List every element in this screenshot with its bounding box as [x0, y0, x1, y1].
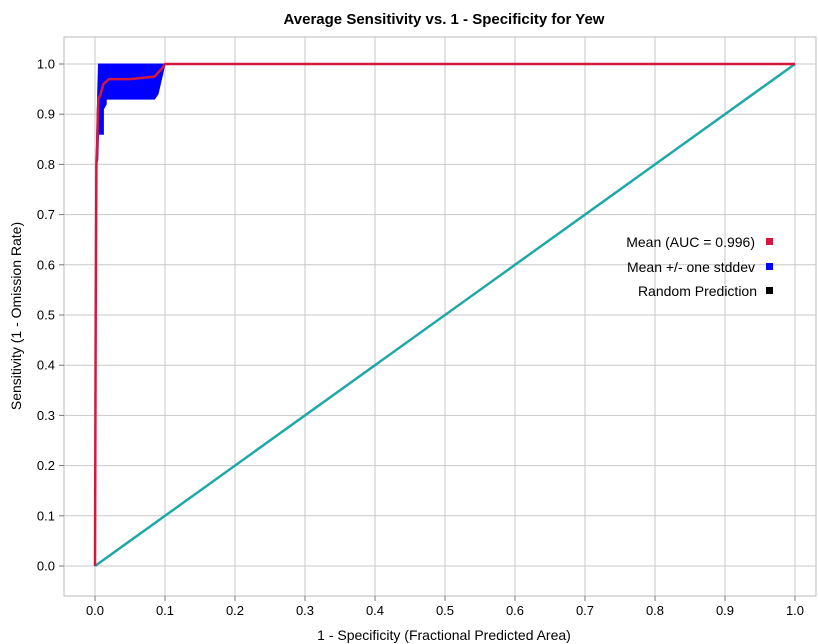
x-tick-label: 0.7 [576, 603, 594, 618]
plot-area [63, 36, 817, 597]
y-tick-label: 0.3 [37, 408, 55, 423]
legend-label: Random Prediction [638, 283, 757, 299]
y-tick-label: 0.4 [37, 358, 55, 373]
y-tick-label: 1.0 [37, 57, 55, 72]
legend-label: Mean (AUC = 0.996) [626, 234, 755, 250]
series-layer [93, 62, 796, 568]
x-tick-label: 0.6 [506, 603, 524, 618]
y-tick-label: 0.7 [37, 207, 55, 222]
x-tick-label: 0.1 [156, 603, 174, 618]
legend: Mean (AUC = 0.996) Mean +/- one stddev Ran… [626, 234, 773, 299]
x-tick-label: 0.0 [86, 603, 104, 618]
x-tick-label: 0.8 [646, 603, 664, 618]
x-axis-ticks: 0.0 0.1 0.2 0.3 0.4 0.5 0.6 0.7 0.8 0.9 1.0 [86, 596, 804, 618]
y-axis-ticks: 0.0 0.1 0.2 0.3 0.4 0.5 0.6 0.7 0.8 0.9 1.0 [37, 57, 64, 574]
chart-title: Average Sensitivity vs. 1 - Specificity … [284, 11, 605, 28]
y-tick-label: 0.8 [37, 157, 55, 172]
legend-swatch [766, 263, 773, 270]
y-tick-label: 0.2 [37, 458, 55, 473]
legend-swatch [766, 238, 773, 245]
x-tick-label: 0.3 [296, 603, 314, 618]
y-tick-label: 0.0 [37, 559, 55, 574]
mean-roc-line [93, 62, 795, 567]
y-tick-label: 0.6 [37, 257, 55, 272]
legend-label: Mean +/- one stddev [627, 259, 755, 275]
x-axis-label: 1 - Specificity (Fractional Predicted Ar… [317, 627, 571, 643]
y-tick-label: 0.9 [37, 107, 55, 122]
x-tick-label: 0.2 [226, 603, 244, 618]
y-axis-label: Sensitivity (1 - Omission Rate) [8, 222, 24, 410]
x-tick-label: 1.0 [786, 603, 804, 618]
x-tick-label: 0.4 [366, 603, 384, 618]
x-tick-label: 0.9 [716, 603, 734, 618]
y-tick-label: 0.5 [37, 308, 55, 323]
legend-swatch [766, 287, 773, 294]
x-tick-label: 0.5 [436, 603, 454, 618]
y-tick-label: 0.1 [37, 508, 55, 523]
random-prediction-line [94, 62, 796, 568]
